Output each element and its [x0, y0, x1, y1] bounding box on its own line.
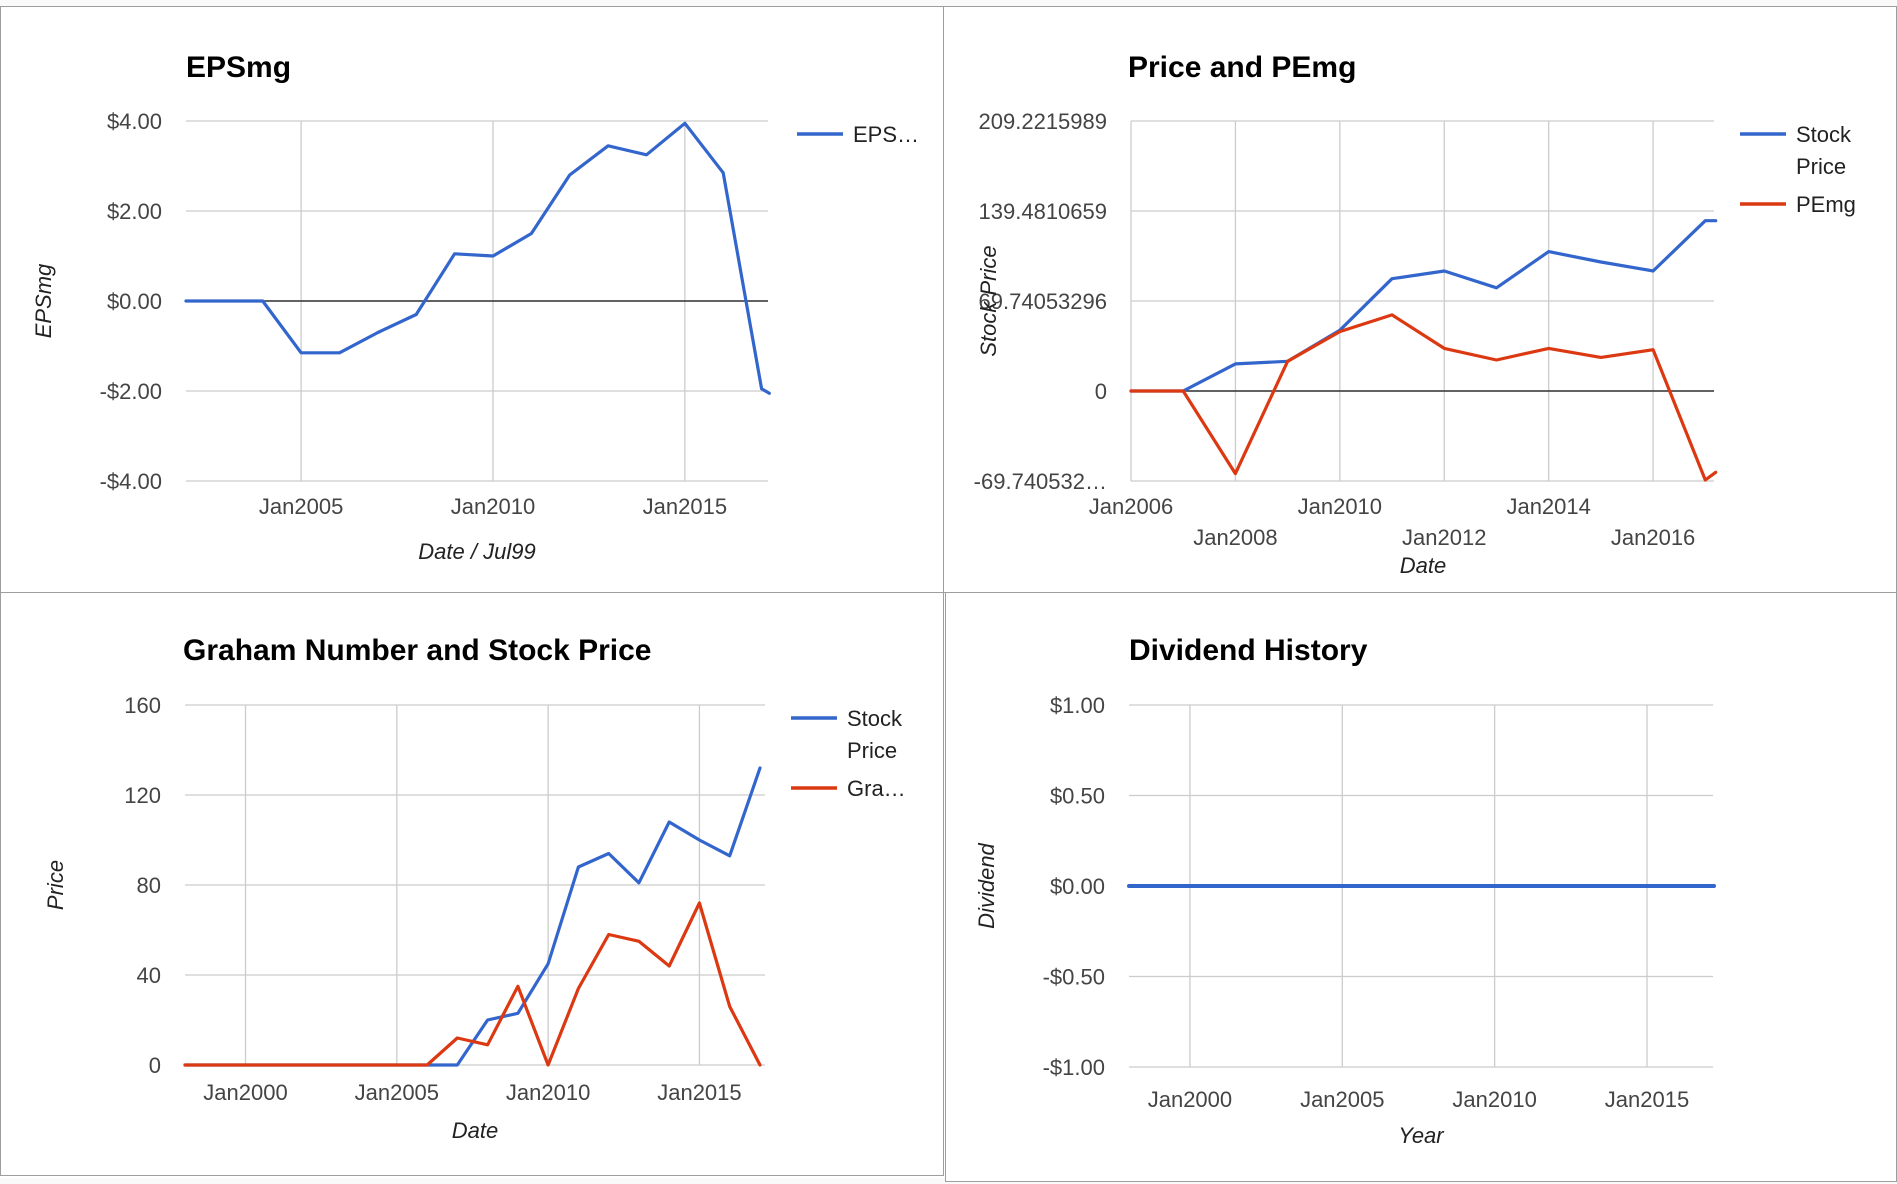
series-line-1: [184, 121, 771, 395]
x-tick-label: Jan2010: [451, 494, 535, 519]
price-pe-chart: Price and PEmg 209.2215989 139.4810659 69.7…: [974, 51, 1856, 578]
x-tick-label: Jan2005: [1300, 1087, 1384, 1112]
y-tick-label: 139.4810659: [979, 199, 1107, 224]
chart-title: Dividend History: [1129, 634, 1368, 667]
eps-chart-panel: EPSmg $4.00 $2.00 $0.00 -$2.00 -$4.00 Jan2005 J…: [0, 6, 944, 593]
legend-item-1: EPS…: [797, 122, 919, 147]
y-axis-title: EPSmg: [31, 263, 56, 338]
dividend-chart-panel: Dividend History $1.00 $0.50 $0.00 -$0.50 -$1…: [945, 592, 1897, 1182]
y-axis-title: Dividend: [974, 842, 999, 928]
x-tick-label: Jan2015: [657, 1080, 741, 1105]
y-tick-label: 0: [1095, 379, 1107, 404]
legend-label: Stock Price: [847, 706, 903, 763]
y-tick-label: -$2.00: [100, 379, 162, 404]
y-tick-label: 69.74053296: [979, 289, 1107, 314]
legend-label-line: Stock: [1796, 122, 1852, 147]
x-tick-label: Jan2000: [203, 1080, 287, 1105]
x-tick-label: Jan2016: [1611, 525, 1695, 550]
y-tick-label: $0.50: [1050, 784, 1105, 809]
legend-item-1: Stock Price: [791, 706, 903, 763]
y-tick-label: $0.00: [107, 289, 162, 314]
x-tick-label: Jan2012: [1402, 525, 1486, 550]
x-tick-label: Jan2010: [1452, 1087, 1536, 1112]
legend-item-2: PEmg: [1740, 192, 1856, 217]
y-tick-label: 80: [137, 873, 161, 898]
x-axis-title: Date: [1400, 553, 1446, 578]
dividend-chart: Dividend History $1.00 $0.50 $0.00 -$0.50 -$1…: [974, 634, 1716, 1148]
eps-chart: EPSmg $4.00 $2.00 $0.00 -$2.00 -$4.00 Jan2005 J…: [31, 51, 919, 564]
y-tick-label: 120: [124, 783, 161, 808]
y-axis-title: Stock Price: [976, 245, 1001, 356]
x-tick-label: Jan2005: [259, 494, 343, 519]
y-tick-label: 160: [124, 693, 161, 718]
x-tick-label: Jan2000: [1148, 1087, 1232, 1112]
series-line-1: [183, 766, 762, 1067]
series-line-2: [183, 901, 762, 1067]
legend-label: PEmg: [1796, 192, 1856, 217]
x-tick-label: Jan2014: [1506, 494, 1590, 519]
legend-label-line: Stock: [847, 706, 903, 731]
chart-title: EPSmg: [186, 51, 291, 84]
legend-item-1: Stock Price: [1740, 122, 1852, 179]
price-pe-chart-panel: Price and PEmg 209.2215989 139.4810659 69.7…: [943, 6, 1897, 593]
y-tick-label: -69.740532…: [974, 469, 1107, 494]
x-tick-label: Jan2006: [1089, 494, 1173, 519]
legend-label-line: PEmg: [1796, 192, 1856, 217]
legend-label-line: Gra…: [847, 776, 906, 801]
y-tick-label: $0.00: [1050, 874, 1105, 899]
y-tick-label: $1.00: [1050, 693, 1105, 718]
x-tick-label: Jan2015: [643, 494, 727, 519]
legend-label: Stock Price: [1796, 122, 1852, 179]
legend-label: Gra…: [847, 776, 906, 801]
y-tick-label: 0: [149, 1053, 161, 1078]
x-axis-title: Date: [452, 1118, 498, 1143]
x-tick-label: Jan2010: [1298, 494, 1382, 519]
chart-title: Price and PEmg: [1128, 51, 1356, 84]
series-line-1: [1129, 219, 1718, 393]
sheet-top-strip: [0, 0, 1897, 6]
legend-label-line: Price: [1796, 154, 1846, 179]
y-tick-label: $2.00: [107, 199, 162, 224]
series-line-2: [1129, 313, 1718, 482]
y-tick-label: 209.2215989: [979, 109, 1107, 134]
graham-chart: Graham Number and Stock Price 160 120 80 40 0…: [43, 634, 906, 1143]
y-tick-label: -$0.50: [1043, 965, 1105, 990]
x-tick-label: Jan2005: [355, 1080, 439, 1105]
legend-label-line: EPS…: [853, 122, 919, 147]
y-tick-label: -$4.00: [100, 469, 162, 494]
legend-item-2: Gra…: [791, 776, 906, 801]
y-tick-label: $4.00: [107, 109, 162, 134]
x-tick-label: Jan2010: [506, 1080, 590, 1105]
y-axis-title: Price: [43, 860, 68, 910]
x-tick-label: Jan2015: [1605, 1087, 1689, 1112]
chart-title: Graham Number and Stock Price: [183, 634, 652, 667]
legend-label: EPS…: [853, 122, 919, 147]
x-tick-label: Jan2008: [1193, 525, 1277, 550]
x-axis-title: Year: [1398, 1123, 1445, 1148]
graham-chart-panel: Graham Number and Stock Price 160 120 80 40 0…: [0, 592, 944, 1176]
y-tick-label: -$1.00: [1043, 1055, 1105, 1080]
legend-label-line: Price: [847, 738, 897, 763]
x-axis-title: Date / Jul99: [418, 539, 535, 564]
y-tick-label: 40: [137, 963, 161, 988]
